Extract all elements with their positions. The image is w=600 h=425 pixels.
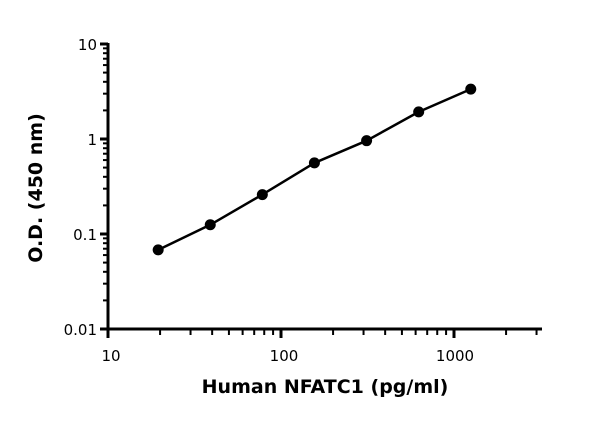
data-point [308,157,320,169]
data-point [413,106,425,118]
data-point [465,83,477,95]
data-point [256,189,268,201]
y-axis-title: O.D. (450 nm) [25,113,47,263]
x-tick-label: 1000 [436,347,474,365]
data-point [361,135,373,147]
x-tick-label: 10 [101,347,120,365]
data-point [204,219,216,231]
x-axis-title: Human NFATC1 (pg/ml) [202,376,449,398]
y-tick-label: 1 [87,131,97,149]
data-point [152,244,164,256]
y-tick-label: 0.01 [64,321,97,339]
x-tick-label: 100 [270,347,299,365]
y-tick-label: 0.1 [73,226,97,244]
data-points [152,83,477,256]
y-tick-label: 10 [78,36,97,54]
